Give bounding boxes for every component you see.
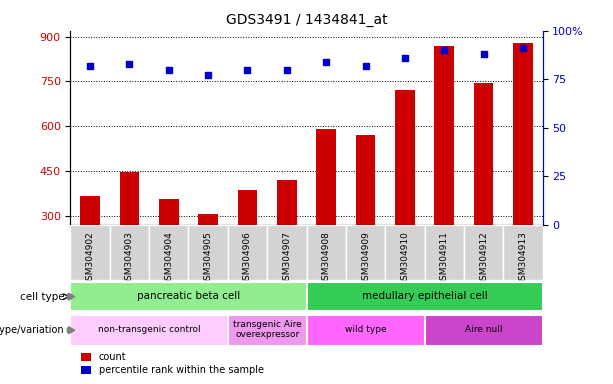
Text: GSM304907: GSM304907 bbox=[283, 231, 291, 286]
Point bbox=[400, 55, 409, 61]
Bar bbox=[395, 90, 414, 225]
Text: GSM304903: GSM304903 bbox=[125, 231, 134, 286]
Text: cell type: cell type bbox=[20, 291, 64, 302]
Point bbox=[204, 72, 213, 78]
FancyBboxPatch shape bbox=[306, 315, 424, 346]
Point bbox=[360, 63, 370, 69]
FancyBboxPatch shape bbox=[424, 315, 543, 346]
FancyBboxPatch shape bbox=[228, 225, 267, 280]
FancyBboxPatch shape bbox=[228, 315, 306, 346]
FancyBboxPatch shape bbox=[189, 225, 228, 280]
Bar bbox=[80, 196, 100, 225]
Bar bbox=[316, 129, 336, 225]
Point bbox=[321, 59, 331, 65]
Bar bbox=[513, 43, 533, 225]
Point bbox=[282, 66, 292, 73]
Point bbox=[518, 45, 528, 51]
FancyBboxPatch shape bbox=[424, 225, 464, 280]
Text: GSM304912: GSM304912 bbox=[479, 231, 488, 286]
Bar bbox=[435, 46, 454, 225]
Point bbox=[243, 66, 253, 73]
Bar bbox=[356, 135, 375, 225]
FancyBboxPatch shape bbox=[70, 225, 110, 280]
FancyBboxPatch shape bbox=[503, 225, 543, 280]
Text: genotype/variation: genotype/variation bbox=[0, 325, 64, 335]
Point bbox=[124, 61, 134, 67]
Point bbox=[479, 51, 489, 57]
Bar bbox=[474, 83, 493, 225]
Title: GDS3491 / 1434841_at: GDS3491 / 1434841_at bbox=[226, 13, 387, 27]
FancyBboxPatch shape bbox=[306, 282, 543, 311]
Bar bbox=[120, 172, 139, 225]
Point bbox=[85, 63, 95, 69]
Text: GSM304911: GSM304911 bbox=[440, 231, 449, 286]
FancyBboxPatch shape bbox=[267, 225, 306, 280]
Text: GSM304906: GSM304906 bbox=[243, 231, 252, 286]
Text: pancreatic beta cell: pancreatic beta cell bbox=[137, 291, 240, 301]
Point bbox=[164, 66, 173, 73]
FancyBboxPatch shape bbox=[70, 282, 306, 311]
Text: transgenic Aire
overexpressor: transgenic Aire overexpressor bbox=[233, 320, 302, 339]
Text: GSM304905: GSM304905 bbox=[204, 231, 213, 286]
Text: GSM304910: GSM304910 bbox=[400, 231, 409, 286]
FancyBboxPatch shape bbox=[110, 225, 149, 280]
FancyBboxPatch shape bbox=[149, 225, 189, 280]
Text: GSM304902: GSM304902 bbox=[86, 231, 94, 286]
Text: medullary epithelial cell: medullary epithelial cell bbox=[362, 291, 487, 301]
Text: wild type: wild type bbox=[345, 325, 386, 334]
Legend: count, percentile rank within the sample: count, percentile rank within the sample bbox=[82, 353, 264, 375]
Bar bbox=[277, 180, 297, 225]
FancyBboxPatch shape bbox=[346, 225, 385, 280]
FancyBboxPatch shape bbox=[385, 225, 424, 280]
FancyBboxPatch shape bbox=[464, 225, 503, 280]
Bar bbox=[238, 190, 257, 225]
Text: GSM304904: GSM304904 bbox=[164, 231, 173, 286]
Text: non-transgenic control: non-transgenic control bbox=[98, 325, 200, 334]
Text: GSM304913: GSM304913 bbox=[519, 231, 527, 286]
FancyBboxPatch shape bbox=[306, 225, 346, 280]
Bar bbox=[199, 214, 218, 225]
Text: Aire null: Aire null bbox=[465, 325, 502, 334]
Text: GSM304909: GSM304909 bbox=[361, 231, 370, 286]
Text: GSM304908: GSM304908 bbox=[322, 231, 330, 286]
Point bbox=[440, 47, 449, 53]
FancyBboxPatch shape bbox=[70, 315, 228, 346]
Bar bbox=[159, 199, 178, 225]
